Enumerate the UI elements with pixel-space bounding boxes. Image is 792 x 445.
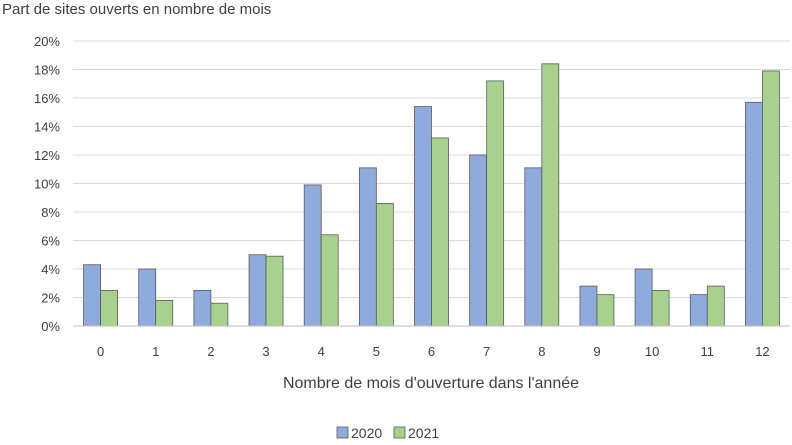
bars: [83, 63, 780, 327]
legend: 2020 2021: [336, 425, 439, 441]
bar-2021-7: [486, 80, 505, 327]
bar-2020-10: [634, 268, 653, 327]
bar-2021-1: [155, 299, 174, 327]
x-tick-label: 0: [97, 344, 104, 359]
x-axis-ticks: 0 1 2 3 4 5 6 7 8 9 10 11 12: [97, 344, 770, 359]
bar-2020-2: [193, 289, 212, 327]
legend-swatch-2021: [393, 426, 406, 439]
bar-2021-10: [651, 289, 670, 327]
bar-2020-9: [579, 285, 598, 327]
bar-2021-9: [596, 294, 615, 327]
x-tick-label: 3: [262, 344, 269, 359]
x-tick-label: 8: [538, 344, 545, 359]
bar-2020-8: [524, 167, 543, 327]
y-tick-label: 16%: [34, 91, 60, 106]
bar-2020-1: [138, 268, 157, 327]
y-tick-label: 6%: [41, 234, 60, 249]
bar-2020-7: [469, 154, 488, 327]
y-tick-label: 2%: [41, 291, 60, 306]
y-axis-ticks: 0% 2% 4% 6% 8% 10% 12% 14% 16% 18% 20%: [34, 34, 60, 334]
x-tick-label: 6: [428, 344, 435, 359]
bar-2021-3: [265, 255, 284, 327]
x-tick-label: 5: [373, 344, 380, 359]
legend-label-2021: 2021: [408, 425, 439, 441]
x-tick-label: 10: [645, 344, 659, 359]
x-tick-label: 9: [593, 344, 600, 359]
bar-2020-6: [414, 106, 432, 327]
y-tick-label: 12%: [34, 148, 60, 163]
bar-2021-4: [320, 234, 339, 327]
x-tick-label: 12: [755, 344, 769, 359]
bar-2021-12: [762, 70, 780, 327]
y-tick-label: 10%: [34, 177, 60, 192]
legend-swatch-2020: [336, 426, 349, 439]
x-axis-title: Nombre de mois d'ouverture dans l'année: [283, 375, 579, 392]
bar-2021-5: [375, 203, 394, 327]
chart-title: Part de sites ouverts en nombre de mois: [2, 1, 271, 18]
legend-label-2020: 2020: [351, 425, 382, 441]
y-tick-label: 20%: [34, 34, 60, 49]
bar-2020-4: [303, 184, 322, 327]
bar-2020-3: [248, 254, 267, 327]
x-tick-label: 7: [483, 344, 490, 359]
y-tick-label: 18%: [34, 63, 60, 78]
bar-2020-0: [83, 264, 101, 327]
bar-2021-8: [541, 63, 560, 327]
y-tick-label: 14%: [34, 120, 60, 135]
y-tick-label: 0%: [41, 319, 60, 334]
bar-2021-11: [706, 285, 725, 327]
bar-2021-6: [431, 137, 449, 327]
y-tick-label: 4%: [41, 262, 60, 277]
x-tick-label: 4: [318, 344, 325, 359]
x-tick-label: 11: [701, 344, 715, 359]
bar-2021-2: [210, 302, 229, 327]
y-tick-label: 8%: [41, 205, 60, 220]
x-tick-label: 1: [152, 344, 159, 359]
bar-2020-11: [689, 294, 708, 327]
bar-2021-0: [100, 289, 118, 327]
bar-2020-12: [745, 101, 763, 327]
bar-2020-5: [358, 167, 377, 327]
x-tick-label: 2: [207, 344, 214, 359]
